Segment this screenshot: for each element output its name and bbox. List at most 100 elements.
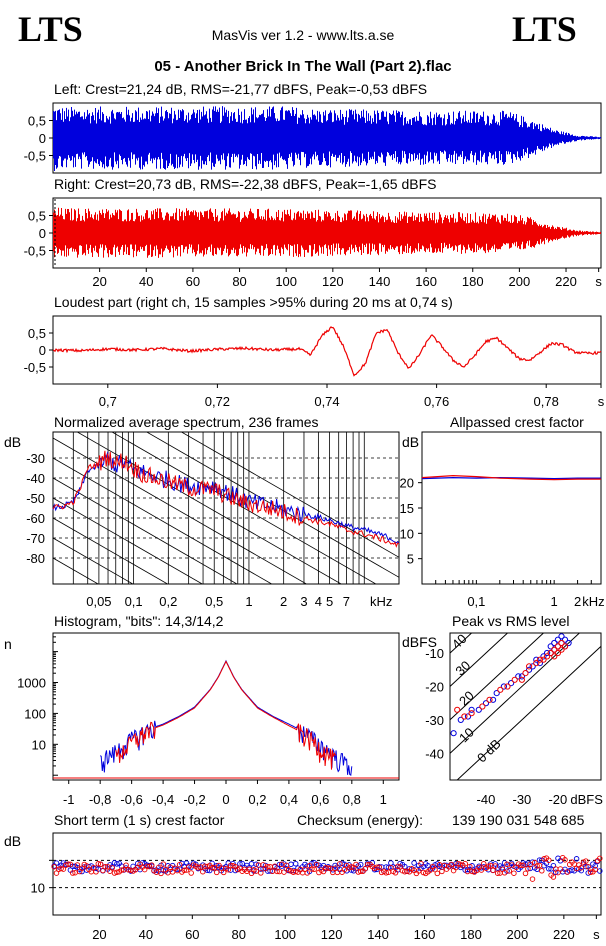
peak-rms-point-0	[464, 713, 472, 720]
short-term-point-1	[395, 863, 401, 870]
short-term-point-1	[58, 865, 64, 872]
short-term-point-1	[160, 861, 167, 867]
short-term-point-1	[485, 863, 492, 869]
short-term-point-1	[283, 862, 290, 869]
short-term-ylabel: dB	[4, 833, 22, 849]
loudest-xtick-label: 0,76	[424, 394, 449, 409]
left-waveform-signal	[53, 106, 601, 172]
peak-rms-point-1	[486, 696, 493, 703]
short-term-point-1	[95, 861, 102, 867]
spectrum-ytick-label: -70	[26, 531, 45, 546]
short-term-point-1	[60, 866, 67, 872]
spectrum-slope	[53, 517, 169, 584]
short-term-point-1	[501, 870, 508, 876]
right-xtick-label: 200	[509, 274, 531, 289]
histogram-ytick-label: 10	[32, 737, 46, 752]
allpassed-title: Allpassed crest factor	[450, 414, 584, 430]
peak-rms-point-1	[547, 649, 554, 657]
short-term-point-1	[181, 867, 187, 874]
peak-rms-xtick-label: dBFS	[570, 792, 603, 807]
peak-rms-point-1	[536, 656, 544, 663]
peak-rms-point-0	[482, 700, 490, 707]
peak-rms-point-0	[554, 636, 562, 643]
spectrum-slope	[53, 557, 99, 584]
histogram-ytick-label: 100	[24, 706, 46, 721]
loudest-ytick-label: 0,5	[28, 326, 46, 341]
short-term-xtick-label: 200	[507, 927, 529, 942]
allpassed-series-0	[421, 476, 601, 480]
short-term-point-1	[364, 862, 371, 868]
peak-rms-diagonals	[450, 633, 601, 780]
histogram-ytick-label: 1000	[17, 676, 46, 691]
spectrum-ytick-label: -30	[26, 451, 45, 466]
short-term-point-1	[337, 861, 343, 867]
short-term-point-1	[418, 860, 424, 867]
spectrum-slope	[53, 537, 134, 584]
short-term-point-1	[74, 862, 81, 868]
spectrum-ytick-label: -60	[26, 511, 45, 526]
short-term-point-1	[539, 868, 545, 874]
short-term-xtick-label: 80	[232, 927, 246, 942]
peak-rms-diagonal	[450, 633, 581, 754]
spectrum-series-1	[52, 450, 400, 548]
right-xtick-label: 40	[139, 274, 153, 289]
short-term-point-1	[90, 865, 97, 871]
spectrum-slope	[53, 457, 273, 584]
peak-rms-point-1	[551, 653, 558, 660]
peak-rms-point-1	[479, 703, 486, 710]
right-xtick-label: 80	[232, 274, 246, 289]
short-term-point-1	[158, 870, 164, 877]
loudest-xtick-label: 0,78	[534, 394, 559, 409]
peak-rms-point-1	[558, 639, 565, 647]
spectrum-xtick-label: 3	[300, 594, 307, 609]
spectrum-xtick-label: kHz	[370, 594, 392, 609]
peak-rms-point-1	[461, 713, 468, 720]
short-term-point-1	[392, 870, 399, 876]
short-term-point-0	[552, 869, 559, 875]
short-term-point-1	[592, 866, 598, 873]
short-term-point-1	[51, 863, 57, 870]
short-term-point-1	[281, 869, 287, 875]
short-term-point-1	[511, 870, 517, 876]
short-term-point-1	[546, 857, 552, 863]
short-term-point-1	[109, 865, 115, 871]
allpassed-xtick-label: 2	[574, 594, 581, 609]
short-term-point-0	[578, 867, 585, 874]
allpassed-series-1	[421, 474, 601, 481]
right-xtick-label: 60	[186, 274, 200, 289]
short-term-point-1	[348, 864, 355, 870]
peak-rms-diagonal	[450, 633, 509, 688]
peak-rms-diagonal-label: 10	[456, 725, 477, 746]
right-waveform-ytick-label: 0,5	[28, 209, 46, 224]
loudest-xtick-label: 0,74	[314, 394, 339, 409]
loudest-xtick-label: s	[598, 394, 605, 409]
short-term-point-0	[292, 860, 299, 867]
peak-rms-point-0	[526, 666, 533, 673]
right-xtick-label: 20	[92, 274, 106, 289]
short-term-point-1	[597, 855, 603, 862]
peak-rms-diagonal-label: 20	[456, 688, 477, 709]
peak-rms-point-1	[551, 646, 558, 653]
short-term-xtick-label: 100	[274, 927, 296, 942]
histogram-xtick-label: -0,2	[183, 792, 205, 807]
histogram-title: Histogram, "bits": 14,3/14,2	[54, 613, 224, 629]
short-term-point-1	[309, 866, 315, 872]
peak-rms-point-1	[533, 660, 540, 667]
short-term-point-1	[69, 870, 76, 876]
short-term-point-1	[439, 868, 445, 875]
short-term-point-1	[536, 862, 543, 869]
short-term-point-1	[455, 860, 461, 867]
short-term-xtick-label: 140	[367, 927, 389, 942]
short-term-point-1	[304, 870, 311, 876]
short-term-point-1	[313, 861, 320, 868]
short-term-point-1	[155, 864, 162, 871]
spectrum-ytick-label: -50	[26, 491, 45, 506]
short-term-point-1	[550, 874, 557, 880]
spectrum-slope	[145, 432, 399, 578]
peak-rms-diagonal-label: 30	[452, 658, 473, 679]
histogram-xtick-label: 0,8	[343, 792, 361, 807]
peak-rms-xtick-label: -40	[477, 792, 496, 807]
short-term-point-1	[585, 864, 591, 870]
left-channel-title: Left: Crest=21,24 dB, RMS=-21,77 dBFS, P…	[54, 81, 428, 97]
short-term-point-1	[67, 861, 74, 868]
